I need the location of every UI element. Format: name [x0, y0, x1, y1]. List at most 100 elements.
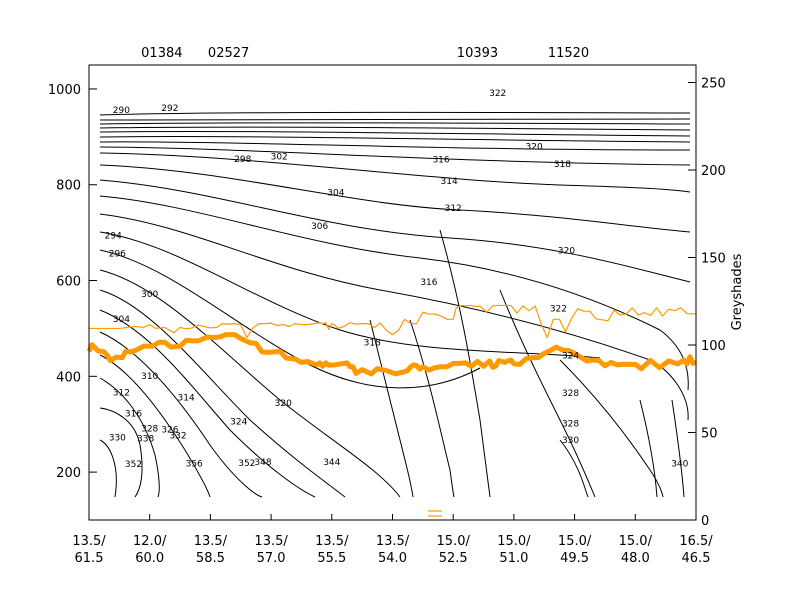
left-axis: 200 400 600 800 1000: [48, 83, 97, 481]
contour-line: [559, 359, 664, 498]
right-axis-label: Greyshades: [730, 253, 745, 330]
bottom-tick-label-line2: 57.0: [257, 551, 286, 566]
contour-label: 328: [141, 425, 158, 435]
right-tick-label: 0: [701, 514, 709, 529]
left-tick-label: 400: [56, 370, 81, 385]
contour-label: 324: [230, 417, 247, 427]
contour-label: 322: [489, 89, 506, 99]
contour-line: [99, 231, 601, 359]
bottom-tick-label-line2: 58.5: [196, 551, 225, 566]
contour-label: 348: [254, 458, 271, 468]
contour-label: 316: [432, 155, 449, 165]
contour-label: 314: [441, 177, 458, 187]
bottom-tick-label-line1: 13.5/: [376, 534, 410, 549]
contour-line: [99, 213, 689, 421]
left-tick-label: 1000: [48, 83, 81, 98]
right-tick-label: 50: [701, 427, 718, 442]
contour-line: [99, 179, 691, 283]
contour-line: [99, 126, 691, 131]
bottom-tick-label-line1: 15.0/: [497, 534, 531, 549]
series-thin-line: [89, 304, 697, 339]
right-tick-label: 200: [701, 164, 726, 179]
bottom-axis: 13.5/61.5 12.0/60.0 13.5/58.5 13.5/57.0 13.5…: [72, 514, 713, 566]
right-axis: 0 50 100 150 200 250: [688, 77, 726, 529]
bottom-tick-label-line2: 49.5: [560, 551, 589, 566]
contour-label: 298: [234, 155, 251, 165]
contour-label: 304: [327, 188, 344, 198]
bottom-tick-label-line2: 61.5: [75, 551, 104, 566]
contour-label: 322: [550, 304, 567, 314]
bottom-tick-label-line2: 55.5: [317, 551, 346, 566]
contour-label: 316: [420, 278, 437, 288]
right-tick-label: 150: [701, 252, 726, 267]
top-station-label: 02527: [208, 46, 249, 61]
contour-line: [639, 399, 658, 498]
contour-label: 328: [562, 389, 579, 399]
bottom-tick-label-line2: 48.0: [621, 551, 650, 566]
contour-label: 314: [178, 393, 195, 403]
contour-line: [99, 117, 691, 121]
top-station-label: 01384: [141, 46, 182, 61]
contour-line: [671, 399, 685, 498]
bottom-tick-label-line1: 15.0/: [558, 534, 592, 549]
contour-line: [99, 289, 346, 498]
contour-line: [99, 122, 691, 125]
contour-label: 318: [364, 338, 381, 348]
contour-label: 330: [562, 436, 579, 446]
contour-label: 312: [445, 204, 462, 214]
contour-label: 312: [113, 389, 130, 399]
top-station-label: 10393: [457, 46, 498, 61]
contour-line: [99, 141, 691, 151]
contour-label: 328: [562, 419, 579, 429]
contour-label: 296: [109, 250, 126, 260]
contour-label: 316: [125, 410, 142, 420]
contour-line: [99, 439, 117, 498]
contour-line: [99, 309, 316, 498]
contour-line: [99, 111, 691, 116]
left-tick-label: 800: [56, 179, 81, 194]
top-station-labels: 01384 02527 10393 11520: [141, 46, 589, 61]
series-layer: [86, 304, 698, 517]
contour-line: [99, 195, 689, 391]
contour-label: 302: [271, 152, 288, 162]
contour-label: 352: [238, 459, 255, 469]
bottom-tick-label-line1: 13.5/: [194, 534, 228, 549]
bottom-tick-label-line1: 15.0/: [437, 534, 471, 549]
right-tick-label: 250: [701, 77, 726, 92]
contour-label: 306: [311, 222, 328, 232]
left-tick-label: 600: [56, 275, 81, 290]
bottom-tick-label-line2: 51.0: [499, 551, 528, 566]
contour-label: 332: [169, 432, 186, 442]
contour-line: [99, 164, 691, 233]
bottom-tick-label-line1: 13.5/: [72, 534, 106, 549]
bottom-tick-label-line1: 13.5/: [315, 534, 349, 549]
contour-line: [99, 152, 691, 193]
contour-line: [99, 269, 401, 498]
bottom-tick-label-line2: 52.5: [439, 551, 468, 566]
contour-line: [409, 319, 455, 498]
contour-line: [99, 130, 691, 137]
bottom-tick-label-line2: 46.5: [682, 551, 711, 566]
contour-label: 310: [141, 372, 158, 382]
contour-label: 352: [125, 460, 142, 470]
contour-line: [99, 407, 143, 498]
contour-label: 318: [554, 160, 571, 170]
right-tick-label: 100: [701, 339, 726, 354]
bottom-tick-label-line1: 15.0/: [619, 534, 653, 549]
left-tick-label: 200: [56, 466, 81, 481]
contour-label: 326: [161, 425, 178, 435]
bottom-tick-label-line1: 12.0/: [133, 534, 167, 549]
top-station-label: 11520: [548, 46, 589, 61]
contour-line: [439, 229, 491, 498]
series-thick-line: [86, 332, 698, 377]
contour-line: [559, 439, 589, 498]
bottom-tick-label-line1: 13.5/: [254, 534, 288, 549]
bottom-tick-label-line2: 60.0: [135, 551, 164, 566]
bottom-tick-label-line1: 16.5/: [679, 534, 713, 549]
contour-label: 320: [526, 142, 543, 152]
contour-label: 290: [113, 106, 130, 116]
contour-line: [369, 319, 414, 498]
contour-label: 320: [558, 246, 575, 256]
